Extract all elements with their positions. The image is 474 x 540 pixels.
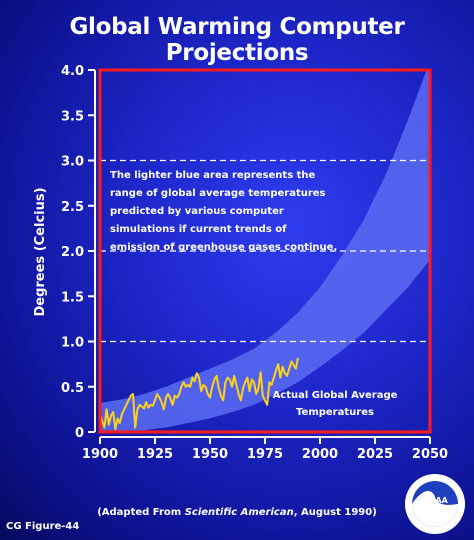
note-line-1: The lighter blue area represents the [110, 170, 316, 181]
y-tick-label: 3.5 [61, 109, 84, 124]
y-tick-label: 4.0 [61, 64, 84, 79]
source-prefix: (Adapted From [97, 507, 185, 518]
y-tick-label: 2.0 [61, 245, 84, 260]
observed-series-label: Actual Global Average Temperatures [270, 387, 400, 421]
note-line-2: range of global average temperatures [110, 188, 326, 199]
x-axis-ticks: 1900 1925 1950 1975 2000 2025 2050 [82, 437, 448, 462]
projection-note: The lighter blue area represents the ran… [110, 167, 350, 257]
note-line-3: predicted by various computer [110, 206, 284, 217]
x-tick-label: 1975 [247, 447, 283, 462]
source-citation: (Adapted From Scientific American, Augus… [0, 507, 474, 518]
y-tick-label: 1.0 [61, 336, 84, 351]
figure-id: CG Figure-44 [6, 521, 80, 532]
y-tick-label: 0.5 [61, 381, 84, 396]
plot-frame [98, 68, 432, 434]
dashed-gridlines [100, 159, 430, 343]
note-line-5: emission of greenhouse gases continue. [110, 242, 338, 253]
y-tick-label: 2.5 [61, 200, 84, 215]
note-line-4: simulations if current trends of [110, 224, 287, 235]
y-axis-ticks: 0 0.5 1.0 1.5 2.0 2.5 3.0 3.5 4.0 [61, 64, 95, 441]
source-suffix: , August 1990) [293, 507, 377, 518]
series-label-line-1: Actual Global Average [272, 390, 398, 401]
x-tick-label: 2050 [412, 447, 448, 462]
source-italic: Scientific American [184, 507, 294, 518]
x-tick-label: 1925 [137, 447, 173, 462]
projection-band [100, 70, 430, 432]
logo-text: NOAA [422, 496, 448, 505]
y-axis-label: Degrees (Celcius) [33, 187, 48, 316]
y-tick-label: 1.5 [61, 290, 84, 305]
y-tick-label: 0 [75, 426, 84, 441]
noaa-logo: NOAA [405, 474, 465, 534]
series-label-line-2: Temperatures [296, 407, 374, 418]
chart-title: Global Warming Computer Projections [69, 14, 405, 66]
x-tick-label: 1950 [192, 447, 228, 462]
x-tick-label: 1900 [82, 447, 118, 462]
y-tick-label: 3.0 [61, 155, 84, 170]
x-tick-label: 2000 [302, 447, 338, 462]
observed-temperature-line [100, 357, 299, 431]
x-tick-label: 2025 [357, 447, 393, 462]
